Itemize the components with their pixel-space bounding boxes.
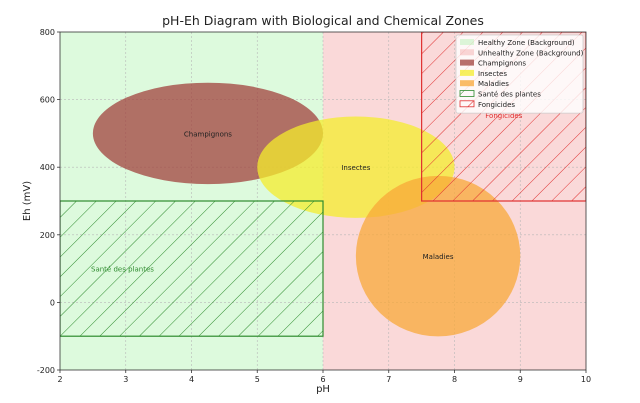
- zone-label-champignons: Champignons: [184, 130, 232, 138]
- ellipse-maladies: [355, 175, 521, 337]
- legend-swatch-maladies: [460, 80, 474, 87]
- legend-label-champignons: Champignons: [478, 60, 526, 68]
- legend-label-fongicides: Fongicides: [478, 101, 515, 109]
- legend-swatch-sante-des-plantes: [459, 90, 475, 97]
- y-axis-label: Eh (mV): [22, 181, 33, 221]
- legend-swatch-champignons: [460, 59, 474, 66]
- x-tick-label: 6: [320, 375, 325, 384]
- y-tick-label: 200: [40, 231, 55, 240]
- legend-label-sante-des-plantes: Santé des plantes: [478, 91, 541, 99]
- legend-swatch-insectes: [460, 69, 474, 76]
- chart-title: pH-Eh Diagram with Biological and Chemic…: [162, 13, 484, 28]
- legend-box: [455, 34, 584, 114]
- x-tick-label: 2: [57, 375, 62, 384]
- legend-label-insectes: Insectes: [478, 70, 507, 78]
- y-tick-label: 400: [40, 163, 55, 172]
- legend-swatch-healthy-zone-background: [460, 39, 474, 45]
- x-tick-label: 3: [123, 375, 128, 384]
- legend-swatch-fongicides: [459, 100, 475, 108]
- y-tick-label: -200: [37, 366, 55, 375]
- legend-label-maladies: Maladies: [478, 80, 509, 88]
- y-tick-label: 600: [40, 96, 55, 105]
- legend-label-unhealthy-zone-background: Unhealthy Zone (Background): [478, 49, 584, 57]
- x-axis-label: pH: [316, 384, 330, 395]
- x-tick-label: 10: [581, 375, 591, 384]
- legend: Healthy Zone (Background) Unhealthy Zone …: [455, 34, 584, 114]
- legend-swatch-unhealthy-zone-background: [460, 49, 474, 56]
- hatched-zone-sante-des-plantes: [60, 200, 324, 337]
- x-tick-label: 9: [518, 375, 523, 384]
- x-tick-label: 4: [189, 375, 194, 384]
- zone-label-maladies: Maladies: [423, 253, 454, 261]
- zone-label-insectes: Insectes: [341, 164, 370, 172]
- y-tick-label: 800: [40, 28, 55, 37]
- y-tick-label: 0: [50, 298, 55, 307]
- zone-label-fongicides: Fongicides: [485, 112, 522, 120]
- x-tick-label: 8: [452, 375, 457, 384]
- legend-label-healthy-zone-background: Healthy Zone (Background): [478, 39, 575, 47]
- x-tick-label: 7: [386, 375, 391, 384]
- zone-label-sante-des-plantes: Santé des plantes: [91, 266, 154, 274]
- x-tick-label: 5: [255, 375, 260, 384]
